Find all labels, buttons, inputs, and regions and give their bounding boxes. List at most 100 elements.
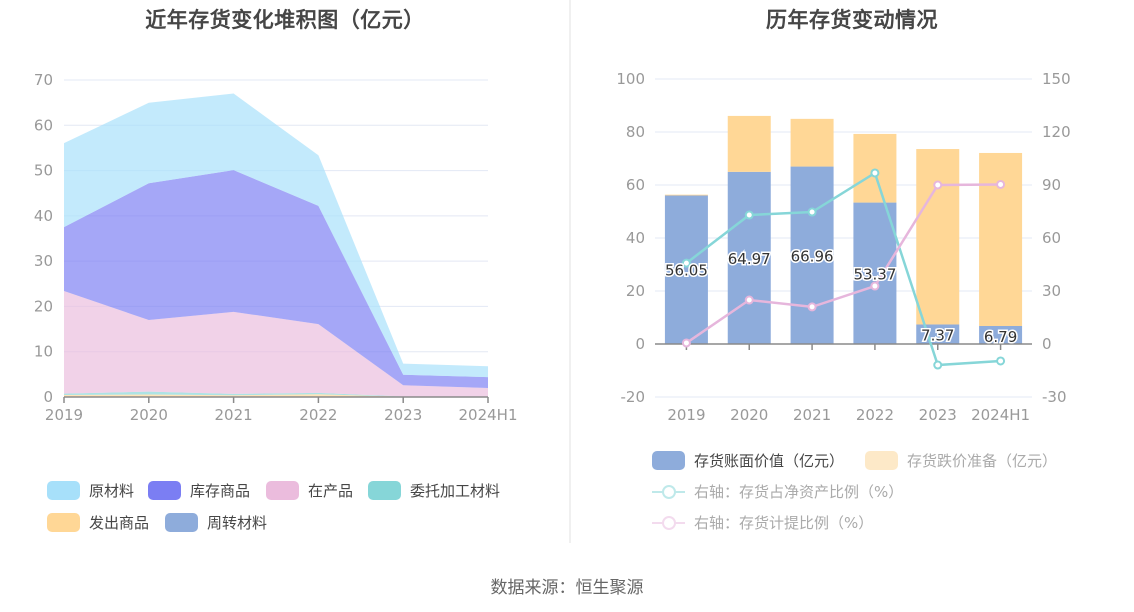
data-source-note: 数据来源：恒生聚源 [490, 578, 644, 598]
legend-label: 发出商品 [89, 514, 150, 532]
legend-item-impairment-provision[interactable]: 存货跌价准备（亿元） [865, 450, 1057, 471]
y-left-tick-label: 60 [626, 176, 645, 194]
x-tick-label: 2020 [730, 406, 768, 424]
line-point [870, 281, 880, 291]
y-tick-label: 0 [43, 388, 53, 406]
bar-book-value [853, 202, 897, 344]
legend-item-provision-ratio[interactable]: 右轴：存货计提比例（%） [652, 512, 873, 533]
y-right-tick-label: 90 [1042, 176, 1061, 194]
legend-item-book-value[interactable]: 存货账面价值（亿元） [652, 450, 844, 471]
legend-swatch [652, 451, 685, 470]
line-右轴：存货占净资产比例（%） [685, 171, 1001, 367]
y-tick-label: 20 [34, 297, 53, 315]
legend-swatch [165, 513, 198, 532]
legend-swatch [368, 481, 401, 500]
y-right-tick-label: 150 [1042, 70, 1071, 88]
bar-impairment-provision [664, 194, 708, 196]
legend-item-turnover-materials[interactable]: 周转材料 [165, 512, 267, 533]
bar-value-label: 56.05 [665, 262, 708, 280]
x-tick-label: 2023 [384, 406, 422, 424]
bar-impairment-provision [790, 118, 834, 167]
y-left-tick-label: 0 [635, 335, 645, 353]
y-tick-label: 60 [34, 116, 53, 134]
legend-item-goods-shipped[interactable]: 发出商品 [47, 512, 149, 533]
bar-impairment-provision [979, 152, 1023, 327]
line-右轴：存货计提比例（%） [685, 183, 1001, 344]
right-chart-title: 历年存货变动情况 [766, 8, 938, 32]
bar-value-label: 53.37 [853, 265, 896, 283]
y-right-tick-label: 120 [1042, 123, 1071, 141]
bar-line-chart: -20 0 20 40 60 80 100 -30 0 30 60 90 120 150 2019 2020 2… [616, 70, 1071, 424]
y-right-tick-label: 0 [1042, 335, 1052, 353]
bar-impairment-provision [916, 149, 960, 325]
line-point [996, 179, 1006, 189]
bar-impairment-provision [853, 133, 897, 203]
line-point [744, 210, 754, 220]
y-right-tick-label: 30 [1042, 282, 1061, 300]
line-point [870, 168, 880, 178]
legend-label: 在产品 [308, 482, 354, 500]
y-tick-label: 50 [34, 162, 53, 180]
bar-value-label: 66.96 [791, 247, 834, 265]
area-原材料 [64, 93, 488, 378]
line-point [807, 207, 817, 217]
legend-swatch [148, 481, 181, 500]
line-point [807, 302, 817, 312]
x-tick-label: 2019 [45, 406, 83, 424]
x-tick-label: 2022 [856, 406, 894, 424]
x-tick-label: 2021 [793, 406, 831, 424]
x-tick-label: 2024H1 [971, 406, 1030, 424]
legend-swatch [865, 451, 898, 470]
area-在产品 [64, 291, 488, 397]
legend-item-wip[interactable]: 在产品 [266, 480, 353, 501]
left-chart-title: 近年存货变化堆积图（亿元） [145, 8, 425, 32]
bar-value-label: 7.37 [921, 326, 954, 344]
legend-swatch [47, 513, 80, 532]
x-tick-label: 2024H1 [459, 406, 518, 424]
x-tick-label: 2020 [130, 406, 168, 424]
legend-label: 委托加工材料 [410, 482, 501, 500]
bar-value-label: 6.79 [984, 328, 1017, 346]
y-right-tick-label: 60 [1042, 229, 1061, 247]
x-tick-label: 2019 [667, 406, 705, 424]
y-left-tick-label: 100 [616, 70, 645, 88]
bar-book-value [790, 166, 834, 344]
line-point [681, 338, 691, 348]
legend-item-inventory-to-net-assets[interactable]: 右轴：存货占净资产比例（%） [652, 481, 903, 502]
legend-label: 库存商品 [190, 482, 251, 500]
legend-line-marker-icon [652, 482, 685, 501]
legend-line-marker-icon [652, 513, 685, 532]
bar-book-value [727, 171, 771, 344]
legend-label: 存货账面价值（亿元） [694, 452, 845, 470]
bar-book-value [664, 195, 708, 344]
y-left-tick-label: -20 [621, 388, 646, 406]
x-tick-label: 2023 [919, 406, 957, 424]
legend-item-raw-materials[interactable]: 原材料 [47, 480, 134, 501]
legend-label: 右轴：存货占净资产比例（%） [694, 483, 904, 501]
legend-swatch [47, 481, 80, 500]
bar-book-value [979, 326, 1023, 344]
y-left-tick-label: 80 [626, 123, 645, 141]
y-tick-label: 40 [34, 207, 53, 225]
x-tick-label: 2022 [299, 406, 337, 424]
legend-item-inventory-goods[interactable]: 库存商品 [148, 480, 250, 501]
y-tick-label: 10 [34, 343, 53, 361]
line-point [933, 180, 943, 190]
legend-label: 存货跌价准备（亿元） [907, 452, 1058, 470]
line-point [933, 360, 943, 370]
line-point [744, 295, 754, 305]
y-right-tick-label: -30 [1042, 388, 1067, 406]
y-left-tick-label: 20 [626, 282, 645, 300]
y-tick-label: 70 [34, 71, 53, 89]
line-point [681, 258, 691, 268]
area-库存商品 [64, 170, 488, 388]
bar-impairment-provision [727, 115, 771, 172]
legend-item-consigned-processing[interactable]: 委托加工材料 [368, 480, 500, 501]
area-委托加工材料 [64, 391, 488, 397]
legend-label: 原材料 [89, 482, 135, 500]
legend-label: 周转材料 [207, 514, 268, 532]
panel-divider [569, 0, 571, 543]
legend-swatch [266, 481, 299, 500]
stacked-area-chart: 0 10 20 30 40 50 60 70 2019 2020 2021 2022 2023 2024H… [34, 71, 518, 424]
legend-label: 右轴：存货计提比例（%） [694, 514, 874, 532]
